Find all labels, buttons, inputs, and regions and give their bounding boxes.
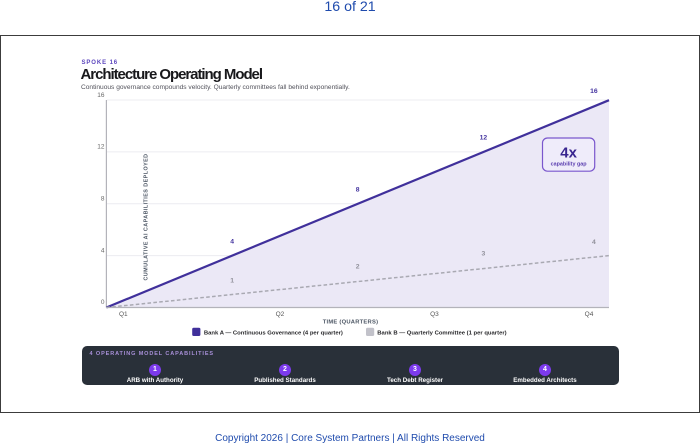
- svg-text:1: 1: [230, 277, 234, 284]
- svg-text:16: 16: [97, 92, 105, 99]
- svg-text:4: 4: [230, 238, 234, 245]
- svg-text:16: 16: [590, 88, 598, 95]
- svg-text:0: 0: [101, 299, 105, 306]
- svg-text:2: 2: [356, 263, 360, 270]
- svg-text:12: 12: [97, 144, 105, 151]
- svg-text:Q2: Q2: [276, 311, 285, 318]
- svg-text:Q3: Q3: [430, 311, 439, 318]
- svg-text:4: 4: [592, 239, 596, 246]
- svg-text:Q4: Q4: [585, 311, 594, 318]
- svg-text:3: 3: [482, 251, 486, 258]
- svg-text:capability gap: capability gap: [551, 162, 588, 168]
- svg-text:12: 12: [480, 135, 488, 142]
- svg-text:8: 8: [101, 195, 105, 202]
- svg-text:8: 8: [356, 187, 360, 194]
- svg-text:CUMULATIVE AI CAPABILITIES DEP: CUMULATIVE AI CAPABILITIES DEPLOYED: [144, 153, 150, 280]
- svg-text:Bank A — Continuous Governance: Bank A — Continuous Governance (4 per qu…: [204, 331, 343, 337]
- svg-text:4x: 4x: [560, 145, 577, 162]
- svg-text:Q1: Q1: [119, 311, 128, 318]
- svg-text:Bank B — Quarterly Committee (: Bank B — Quarterly Committee (1 per quar…: [377, 331, 506, 337]
- svg-text:4: 4: [101, 247, 105, 254]
- svg-text:TIME (QUARTERS): TIME (QUARTERS): [323, 319, 379, 325]
